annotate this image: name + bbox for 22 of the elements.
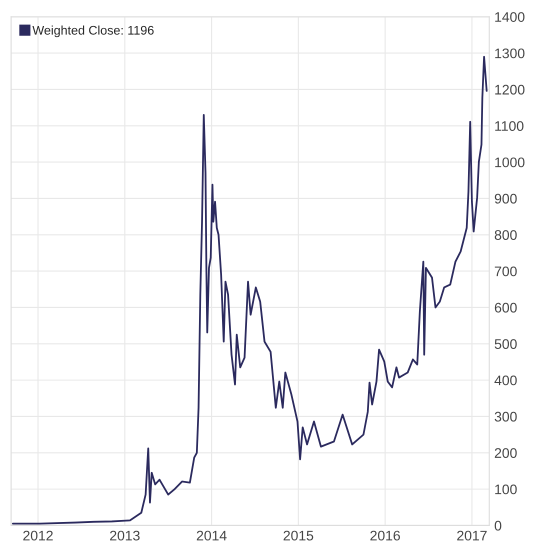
y-tick-label: 1400 — [495, 12, 524, 22]
y-tick-label: 200 — [494, 448, 517, 458]
legend-label: Weighted Close: 1196 — [32, 26, 154, 38]
x-tick-label: 2012 — [23, 530, 53, 541]
x-tick-label: 2013 — [110, 530, 140, 541]
x-tick-label: 2017 — [457, 530, 487, 541]
x-tick-label: 2015 — [284, 530, 314, 541]
y-tick-label: 700 — [494, 266, 517, 276]
y-tick-label: 1100 — [495, 121, 524, 131]
y-tick-label: 500 — [494, 339, 517, 349]
y-tick-label: 900 — [494, 194, 517, 204]
x-tick-label: 2016 — [370, 530, 400, 541]
y-tick-label: 100 — [495, 484, 517, 494]
y-tick-label: 0 — [494, 520, 502, 531]
y-tick-label: 1000 — [495, 157, 524, 168]
y-tick-label: 1200 — [495, 84, 524, 95]
y-tick-label: 300 — [494, 412, 517, 422]
y-tick-label: 400 — [494, 375, 517, 386]
y-tick-label: 800 — [494, 230, 517, 240]
y-tick-label: 600 — [494, 302, 517, 313]
y-tick-label: 1300 — [495, 48, 524, 58]
x-tick-label: 2014 — [196, 530, 227, 541]
